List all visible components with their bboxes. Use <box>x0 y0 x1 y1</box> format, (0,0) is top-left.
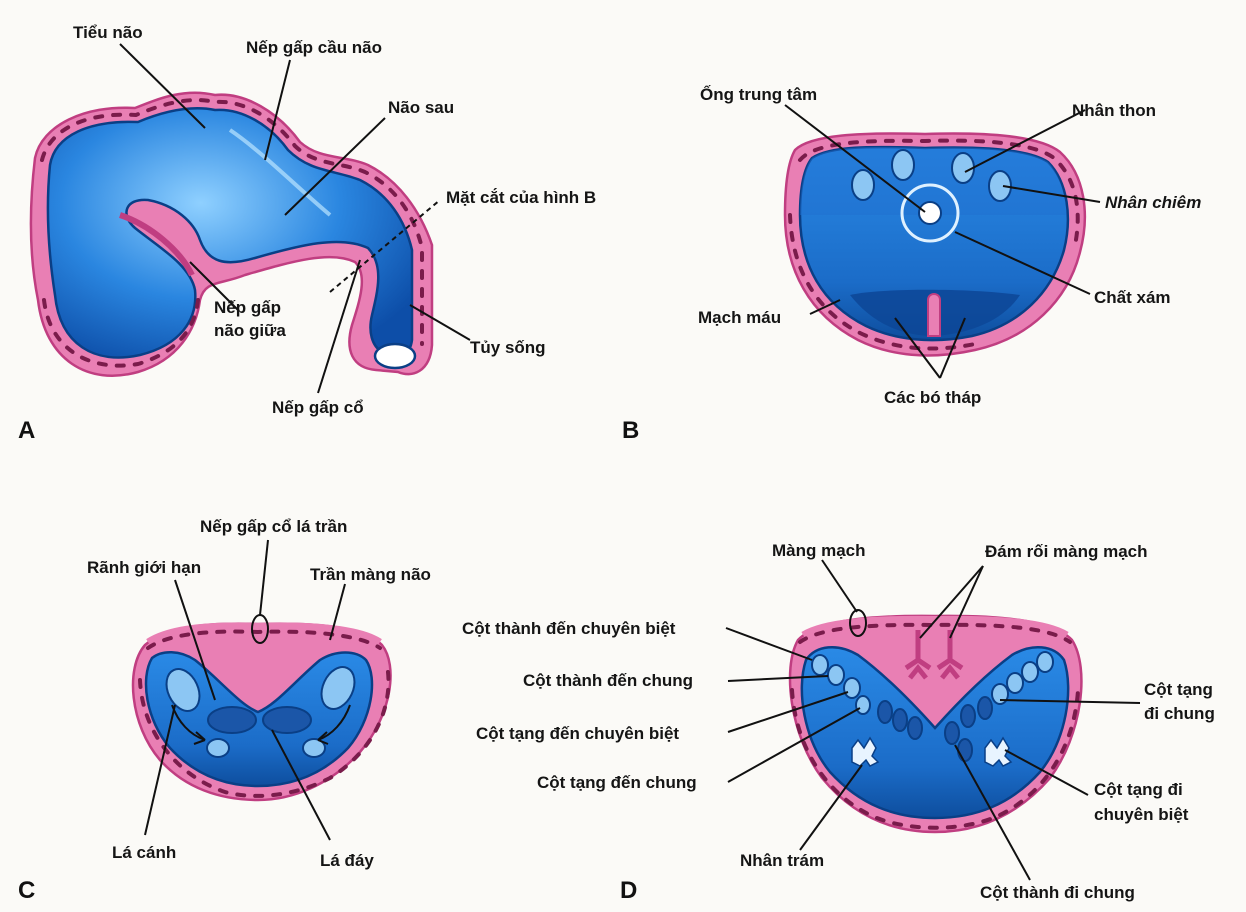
d-nucleus <box>827 664 845 686</box>
c-basal-nucleus-right <box>262 706 312 734</box>
panel-label-c: C <box>18 877 35 904</box>
label-nao-sau: Não sau <box>388 98 454 117</box>
label-cot-tang-den-chung: Cột tạng đến chung <box>537 773 697 792</box>
panel-label-b: B <box>622 417 639 444</box>
label-la-canh: Lá cánh <box>112 843 176 862</box>
panel-d-cell-columns-section: Màng mạch Đám rối màng mạch Cột thành đế… <box>462 541 1215 904</box>
c-roof-dashes <box>146 629 382 650</box>
label-cot-thanh-di-chung: Cột thành đi chung <box>980 883 1135 902</box>
label-nep-gap-cau-nao: Nếp gấp cầu não <box>246 38 382 57</box>
a-neural-tube <box>46 107 414 359</box>
a-cell-dashes-lower <box>42 298 200 368</box>
d-nucleus <box>877 700 893 724</box>
d-nucleus <box>960 704 976 728</box>
b-gray-matter-ring <box>900 183 960 243</box>
b-nucleus-1 <box>851 169 875 201</box>
a-highlight <box>228 128 332 217</box>
panel-label-a: A <box>18 417 35 444</box>
c-arrow-right <box>317 704 351 741</box>
d-nucleus <box>855 695 871 715</box>
label-ong-trung-tam: Ống trung tâm <box>700 84 817 104</box>
label-tran-mang-nao: Trần màng não <box>310 565 431 584</box>
label-ranh-gioi-han: Rãnh giới hạn <box>87 558 201 577</box>
label-nhan-tram: Nhân trám <box>740 851 824 870</box>
panel-a-brainstem-sagittal: Tiểu não Nếp gấp cầu não Não sau Mặt cắt… <box>18 23 596 444</box>
label-cot-tang-di-chung-1: Cột tạng <box>1144 680 1213 699</box>
c-nucleus-small-right <box>302 738 326 758</box>
d-nucleus <box>811 654 829 676</box>
d-nucleus <box>1021 661 1039 683</box>
c-alar-nucleus-left <box>165 668 201 712</box>
b-cell-dashes-lower <box>788 213 977 351</box>
label-nep-gap-co-la-tran: Nếp gấp cổ lá trần <box>200 517 347 536</box>
d-olive-nucleus-right <box>984 736 1013 767</box>
d-olive-nucleus-left <box>851 736 880 767</box>
b-central-canal <box>918 201 942 225</box>
label-mang-mach: Màng mạch <box>772 541 866 560</box>
d-choroid-plexus-right <box>936 630 964 680</box>
label-cot-tang-den-chuyen-biet: Cột tạng đến chuyên biệt <box>476 724 679 743</box>
label-nhan-chiem: Nhân chiêm <box>1105 193 1201 212</box>
d-choroid-membrane-ring <box>849 609 867 637</box>
c-arrowhead-left <box>193 731 206 745</box>
label-dam-roi-mang-mach: Đám rối màng mạch <box>985 542 1148 561</box>
d-nucleus <box>892 708 908 732</box>
d-nucleus <box>991 683 1009 705</box>
a-cell-dashes <box>40 98 424 346</box>
c-arrowhead-right <box>317 731 329 745</box>
b-nucleus-4 <box>988 170 1012 202</box>
c-basal-nucleus-left <box>207 706 257 734</box>
d-nucleus <box>944 721 960 745</box>
label-cot-tang-di-chuyen-biet-2: chuyên biệt <box>1094 805 1189 824</box>
label-cot-tang-di-chuyen-biet-1: Cột tạng đi <box>1094 780 1183 799</box>
b-cell-dashes <box>798 138 1080 252</box>
label-cot-thanh-den-chuyen-biet: Cột thành đến chuyên biệt <box>462 619 676 638</box>
d-choroid-plexus-left <box>904 630 932 680</box>
a-section-line <box>329 199 441 293</box>
label-nep-gap-nao-giua-2: não giữa <box>214 321 286 340</box>
label-nhan-thon: Nhân thon <box>1072 101 1156 120</box>
b-ventral-fissure <box>927 293 941 337</box>
a-midbrain-fold-ridge <box>119 212 195 277</box>
panel-b-hindbrain-section: Ống trung tâm Nhân thon Nhân chiêm Mạch … <box>622 84 1201 444</box>
d-nucleus <box>957 738 973 762</box>
label-chat-xam: Chất xám <box>1094 288 1171 307</box>
label-cac-bo-thap: Các bó tháp <box>884 388 981 407</box>
c-cell-dashes <box>138 670 391 798</box>
d-nucleus <box>1006 672 1024 694</box>
label-la-day: Lá đáy <box>320 851 374 870</box>
label-tieu-nao: Tiểu não <box>73 23 143 42</box>
label-mach-mau: Mạch máu <box>698 308 781 327</box>
d-nucleus <box>843 677 861 699</box>
d-nucleus <box>1036 651 1054 673</box>
label-nep-gap-nao-giua-1: Nếp gấp <box>214 298 281 317</box>
label-tuy-song: Tủy sống <box>470 338 546 357</box>
label-cot-tang-di-chung-2: đi chung <box>1144 704 1215 723</box>
d-cell-dashes <box>790 688 1080 830</box>
b-nucleus-2 <box>891 149 915 181</box>
panel-c-rhombencephalon-section: Nếp gấp cổ lá trần Rãnh giới hạn Trần mà… <box>18 517 431 904</box>
c-nucleus-small-left <box>206 738 230 758</box>
label-cot-thanh-den-chung: Cột thành đến chung <box>523 671 693 690</box>
d-nucleus <box>977 696 993 720</box>
panel-label-d: D <box>620 877 637 904</box>
label-nep-gap-co: Nếp gấp cổ <box>272 398 364 417</box>
d-nucleus <box>907 716 923 740</box>
a-spinal-canal-opening <box>373 342 417 370</box>
c-alar-nucleus-right <box>320 666 356 710</box>
label-mat-cat: Mặt cắt của hình B <box>446 188 596 207</box>
